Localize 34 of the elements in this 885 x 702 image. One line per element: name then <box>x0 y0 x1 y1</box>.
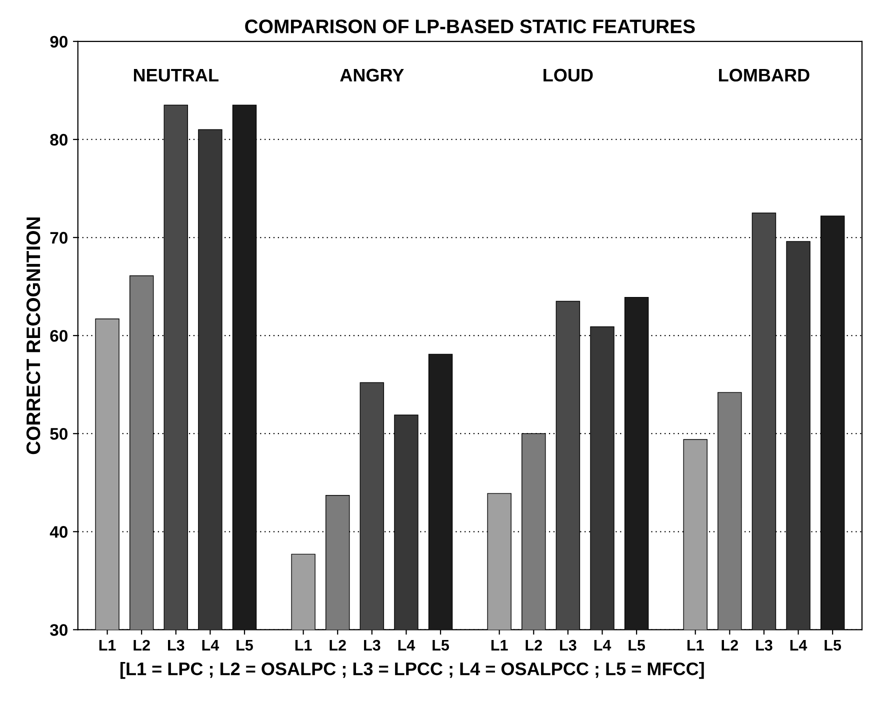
legend-label: L2 <box>134 640 150 650</box>
x-tick-label: ANGRY <box>340 68 404 82</box>
text: L5 <box>824 640 842 651</box>
text: L4 <box>398 640 416 650</box>
legend-label: L4 <box>202 640 220 650</box>
text: L3 <box>756 640 772 651</box>
y-tick-label: 50 <box>50 428 68 440</box>
x-tick-label: LOMBARD <box>719 68 810 82</box>
y-tick-label: 30 <box>50 624 68 636</box>
text: L4 <box>594 640 612 650</box>
text: L2 <box>526 640 542 650</box>
text: L1 <box>295 640 312 650</box>
text: L4 <box>790 640 808 650</box>
x-tick-label: NEUTRAL <box>134 68 218 82</box>
text: L1 <box>491 640 508 650</box>
x-tick-label: LOUD <box>544 68 593 82</box>
legend-label: L3 <box>168 640 184 651</box>
text: L3 <box>560 640 576 651</box>
y-tick-label: 60 <box>50 330 68 342</box>
text: [L1 = LPC ; L2 = OSALPC ; L3 = LPCC ; L4 = OSALPCC ; L5 = MFCC] <box>120 662 704 679</box>
text: L2 <box>330 640 346 650</box>
text: L3 <box>364 640 380 651</box>
y-tick-label: 40 <box>50 526 68 538</box>
legend-label: L1 <box>99 640 116 650</box>
y-tick-label: 90 <box>50 36 68 48</box>
chart-title: COMPARISON OF LP-BASED STATIC FEATURES <box>245 20 695 34</box>
legend-label: L5 <box>236 640 253 651</box>
text: L5 <box>628 640 646 651</box>
text: L2 <box>722 640 738 650</box>
text: L1 <box>687 640 704 650</box>
y-tick-label: 70 <box>50 232 68 244</box>
text: L5 <box>432 640 450 651</box>
y-axis-title: CORRECT RECOGNITION <box>26 217 40 454</box>
y-tick-label: 80 <box>50 134 68 146</box>
